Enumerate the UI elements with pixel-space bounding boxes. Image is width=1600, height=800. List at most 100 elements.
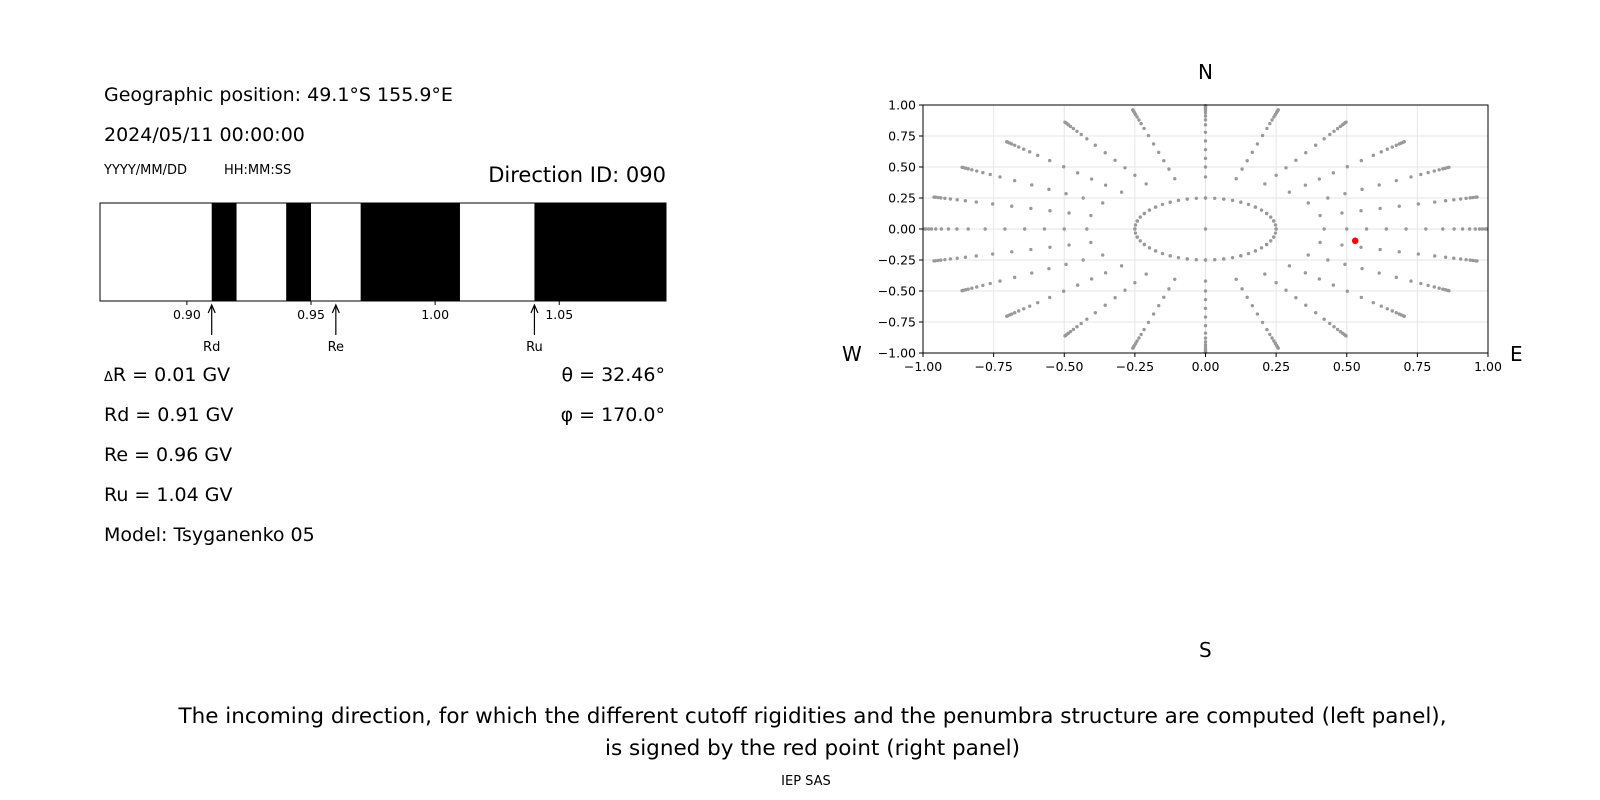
direction-point [1475, 259, 1479, 263]
direction-point [1274, 173, 1278, 178]
direction-point [1133, 231, 1138, 235]
direction-point [1443, 255, 1448, 259]
direction-point [1379, 150, 1383, 154]
direction-point [1404, 227, 1408, 231]
direction-point [1378, 247, 1382, 252]
direction-point [1473, 227, 1477, 231]
direction-point [1284, 166, 1288, 170]
direction-point [1079, 321, 1083, 326]
direction-point [1203, 336, 1208, 340]
direction-point [1394, 311, 1398, 315]
direction-point [1013, 143, 1017, 147]
penumbra-tick-label: 0.95 [297, 307, 325, 322]
y-tick-label: 0.25 [888, 191, 916, 206]
direction-point [1137, 118, 1141, 122]
re-value: Re = 0.96 GV [104, 444, 233, 466]
y-tick-label: −0.50 [878, 284, 916, 299]
direction-point [1133, 227, 1137, 231]
direction-point [1443, 199, 1448, 203]
direction-point [1194, 258, 1198, 262]
direction-point [1185, 197, 1189, 201]
direction-point [1344, 334, 1348, 338]
direction-point [1245, 295, 1249, 299]
direction-point [1458, 197, 1463, 201]
direction-point [1203, 196, 1208, 200]
footer-label: IEP SAS [781, 774, 831, 789]
direction-point [1340, 211, 1344, 215]
direction-point [1397, 250, 1401, 254]
direction-point [1259, 208, 1264, 212]
direction-point [1133, 280, 1137, 285]
direction-points [922, 103, 1489, 355]
direction-point [1239, 254, 1243, 258]
direction-point [1167, 287, 1171, 291]
direction-point [1419, 172, 1423, 177]
direction-point [1272, 219, 1276, 223]
direction-point [1142, 211, 1147, 216]
direction-point [1137, 336, 1141, 340]
direction-point [1023, 227, 1027, 231]
direction-point [1213, 196, 1217, 200]
caption-line-2: is signed by the red point (right panel) [604, 736, 1020, 761]
direction-point [1203, 315, 1208, 319]
penumbra-chart: 0.90 0.95 1.00 1.05 Rd Re Ru [99, 202, 667, 355]
penumbra-frame [99, 202, 667, 302]
direction-point [1089, 213, 1093, 218]
direction-point [1268, 121, 1272, 126]
direction-point [1012, 178, 1017, 183]
marker-arrow-head [530, 303, 539, 314]
direction-point [1062, 227, 1066, 231]
direction-point [1359, 158, 1364, 163]
direction-point [1433, 200, 1437, 204]
compass-south: S [1199, 638, 1212, 662]
direction-point [1432, 285, 1436, 289]
direction-point [1203, 258, 1208, 262]
direction-point [1322, 227, 1326, 231]
direction-point [1048, 209, 1052, 213]
direction-point [1089, 240, 1093, 245]
direction-point [1147, 246, 1152, 250]
direction-point [936, 195, 940, 200]
direction-point [936, 258, 940, 263]
direction-point [1263, 182, 1267, 186]
direction-point [1203, 147, 1208, 152]
marker-label: Rd [203, 340, 220, 355]
direction-point [1284, 288, 1288, 292]
direction-point [1119, 190, 1124, 194]
direction-point [1385, 147, 1389, 151]
penumbra-ticks: 0.90 0.95 1.00 1.05 [173, 301, 573, 322]
forbidden-band [211, 203, 237, 301]
forbidden-bands [100, 203, 666, 301]
direction-point [939, 196, 943, 200]
direction-point [1306, 253, 1310, 257]
scatter-y-ticks: 1.00 0.75 0.50 0.25 0.00 −0.25 −0.50 −0.75 −1.00 [878, 98, 923, 361]
direction-point [1360, 266, 1364, 271]
direction-point [1269, 215, 1273, 219]
direction-point [1475, 195, 1479, 199]
scatter-x-ticks: −1.00 −0.75 −0.50 −0.25 0.00 0.25 0.50 0.75 1.00 [904, 353, 1502, 374]
theta-value: θ = 32.46° [561, 364, 665, 386]
direction-point [1048, 245, 1052, 249]
direction-point [1274, 227, 1278, 231]
direction-point [1331, 171, 1336, 175]
direction-point [943, 257, 947, 262]
direction-point [1157, 303, 1161, 308]
direction-point [1203, 289, 1208, 293]
direction-point [1359, 209, 1363, 213]
direction-id: Direction ID: 090 [488, 163, 666, 187]
direction-point [1146, 133, 1151, 138]
direction-point [1331, 283, 1336, 287]
rigidity-markers: Rd Re Ru [203, 303, 543, 355]
direction-point [1036, 300, 1040, 305]
direction-point [1203, 156, 1208, 161]
direction-point [1213, 258, 1217, 262]
direction-point [960, 165, 964, 170]
direction-point [1452, 198, 1456, 202]
direction-point [1103, 303, 1107, 307]
direction-point [1079, 132, 1083, 137]
direction-point [983, 227, 987, 231]
direction-point [1138, 239, 1142, 243]
direction-point [1085, 137, 1089, 141]
direction-point [1047, 295, 1052, 300]
direction-point [1345, 165, 1350, 169]
